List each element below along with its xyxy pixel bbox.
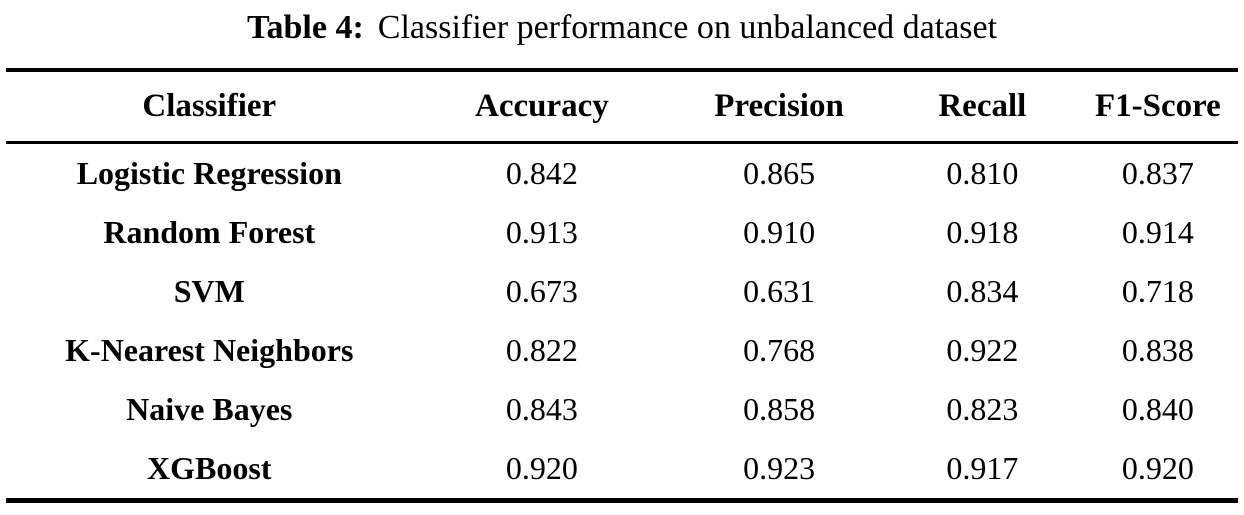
cell-classifier: Naive Bayes [126,391,293,427]
column-header-accuracy: Accuracy [475,88,609,124]
cell-recall: 0.834 [946,273,1019,309]
cell-f1-score: 0.840 [1121,391,1194,427]
table-caption: Table 4: Classifier performance on unbala… [0,6,1244,50]
cell-classifier: SVM [173,273,245,309]
cell-classifier: K-Nearest Neighbors [65,332,354,368]
cell-accuracy: 0.842 [505,155,578,191]
cell-accuracy: 0.822 [505,332,578,368]
column-header-precision: Precision [714,88,844,124]
cell-recall: 0.917 [946,450,1019,486]
cell-precision: 0.768 [743,332,816,368]
table-row: SVM 0.673 0.631 0.834 0.718 [6,262,1238,321]
cell-f1-score: 0.920 [1121,450,1194,486]
column-header-f1-score: F1-Score [1094,88,1221,124]
cell-recall: 0.810 [946,155,1019,191]
classifier-performance-table: Classifier Accuracy Precision Recall F1-… [6,68,1238,503]
column-header-classifier: Classifier [142,88,277,124]
cell-precision: 0.858 [743,391,816,427]
cell-accuracy: 0.843 [505,391,578,427]
cell-classifier: XGBoost [147,450,272,486]
table-row: Random Forest 0.913 0.910 0.918 0.914 [6,203,1238,262]
cell-classifier: Random Forest [103,214,316,250]
table-header: Classifier Accuracy Precision Recall F1-… [6,70,1238,143]
cell-f1-score: 0.838 [1121,332,1194,368]
cell-f1-score: 0.718 [1121,273,1194,309]
table-row: Logistic Regression 0.842 0.865 0.810 0.… [6,143,1238,204]
cell-precision: 0.865 [743,155,816,191]
cell-recall: 0.922 [946,332,1019,368]
table-row: XGBoost 0.920 0.923 0.917 0.920 [6,439,1238,501]
table-body: Logistic Regression 0.842 0.865 0.810 0.… [6,143,1238,501]
cell-precision: 0.923 [743,450,816,486]
cell-f1-score: 0.837 [1121,155,1194,191]
cell-f1-score: 0.914 [1121,214,1194,250]
column-header-recall: Recall [938,88,1027,124]
table-row: Naive Bayes 0.843 0.858 0.823 0.840 [6,380,1238,439]
cell-precision: 0.910 [743,214,816,250]
cell-classifier: Logistic Regression [76,155,342,191]
cell-recall: 0.918 [946,214,1019,250]
header-row: Classifier Accuracy Precision Recall F1-… [6,70,1238,143]
table-caption-text: Classifier performance on unbalanced dat… [377,9,998,46]
table-caption-label: Table 4: [246,9,364,46]
cell-accuracy: 0.920 [505,450,578,486]
cell-accuracy: 0.913 [505,214,578,250]
cell-accuracy: 0.673 [505,273,578,309]
cell-recall: 0.823 [946,391,1019,427]
table-row: K-Nearest Neighbors 0.822 0.768 0.922 0.… [6,321,1238,380]
cell-precision: 0.631 [743,273,816,309]
